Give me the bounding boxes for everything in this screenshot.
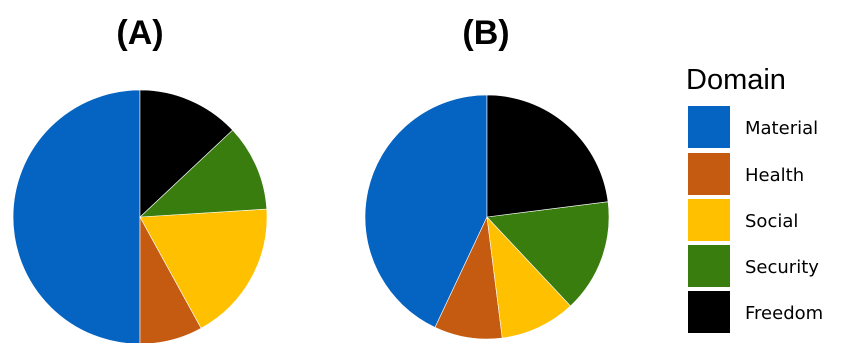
legend-label-health: Health — [745, 165, 804, 186]
legend-label-material: Material — [745, 118, 818, 139]
pie-b-slice-social — [486, 216, 571, 339]
pie-a-title: (A) — [116, 14, 163, 52]
legend-swatch-social — [688, 199, 730, 241]
legend: Domain Material Health Social Security F… — [686, 64, 823, 333]
pie-b — [364, 94, 610, 340]
legend-label-freedom: Freedom — [745, 303, 823, 324]
pie-b-slice-material — [364, 94, 488, 328]
pie-a — [12, 89, 268, 343]
pie-b-title: (B) — [462, 14, 509, 52]
legend-swatch-freedom — [688, 291, 730, 333]
pie-a-slice-material — [12, 89, 141, 343]
legend-swatch-material — [688, 106, 730, 148]
pie-a-slice-security — [139, 129, 268, 218]
legend-swatch-security — [688, 245, 730, 287]
legend-title: Domain — [686, 64, 786, 96]
legend-label-social: Social — [745, 211, 798, 232]
pie-b-slice-security — [486, 201, 610, 307]
legend-swatch-health — [688, 153, 730, 195]
pie-a-slice-freedom — [139, 89, 234, 218]
legend-label-security: Security — [745, 257, 819, 278]
pie-a-slice-social — [139, 208, 268, 329]
pie-b-slice-freedom — [486, 94, 609, 218]
